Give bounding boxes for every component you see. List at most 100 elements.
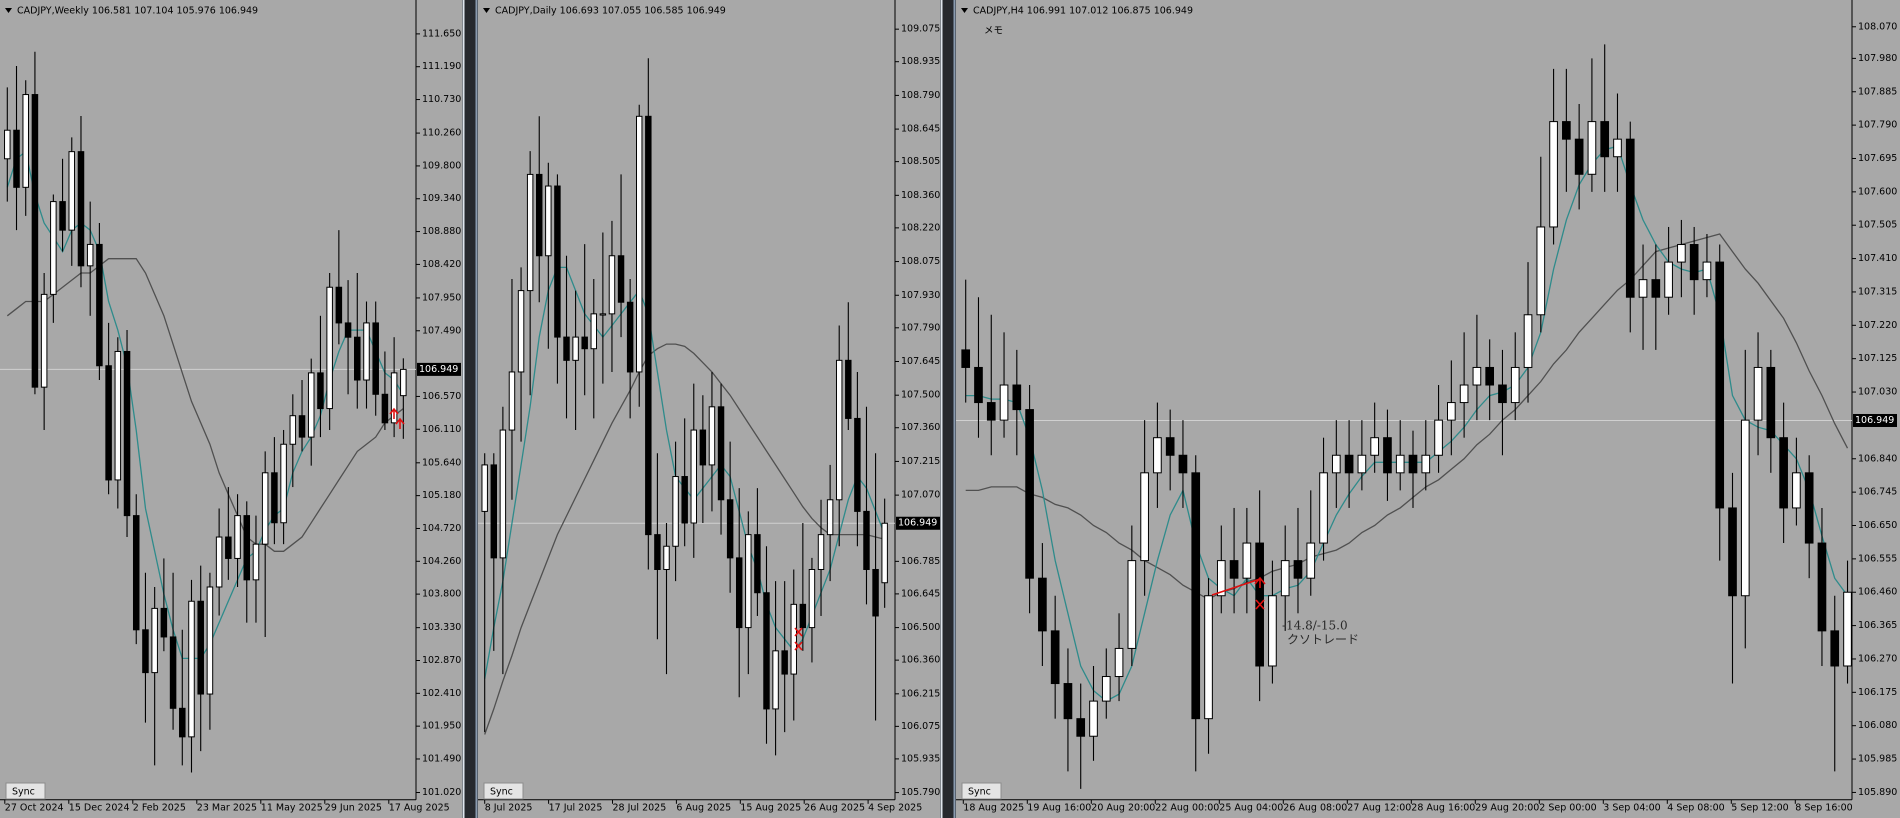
candle — [1127, 525, 1137, 666]
price-label: 110.260 — [422, 128, 461, 139]
price-label: 105.935 — [901, 753, 940, 764]
candle-body — [1280, 560, 1290, 597]
candle-body — [999, 384, 1009, 421]
candle-body — [1715, 261, 1725, 509]
candle — [1293, 507, 1303, 614]
price-label: 107.505 — [1858, 220, 1897, 231]
candle — [1779, 402, 1788, 544]
candle-body — [1536, 226, 1546, 316]
candle — [517, 267, 525, 442]
candle-body — [1664, 261, 1673, 298]
candle-body — [1306, 542, 1316, 579]
candle-body — [1357, 454, 1367, 474]
candle — [1728, 472, 1737, 684]
candle — [1216, 525, 1226, 614]
candle-body — [481, 464, 488, 512]
candle-body — [1153, 437, 1162, 474]
time-label: 28 Aug 16:00 — [1411, 802, 1475, 813]
price-label: 102.870 — [422, 655, 461, 666]
time-label: 23 Mar 2025 — [197, 802, 257, 813]
time-label: 26 Aug 08:00 — [1283, 802, 1347, 813]
candle-body — [1689, 244, 1699, 281]
candle — [974, 297, 983, 438]
candle — [572, 290, 579, 431]
sync-button[interactable]: Sync — [5, 782, 46, 800]
candle — [1012, 349, 1022, 456]
candle-body — [372, 322, 379, 395]
candle — [142, 572, 149, 723]
candle-body — [690, 429, 697, 524]
candle — [1101, 648, 1111, 719]
sync-button-label: Sync — [968, 787, 991, 798]
sync-button[interactable]: Sync — [961, 782, 1002, 800]
candle — [1689, 226, 1699, 315]
splitter[interactable] — [940, 0, 956, 818]
candle — [123, 330, 131, 538]
candle-body — [123, 350, 131, 517]
candle — [206, 572, 214, 730]
price-label: 106.460 — [1858, 587, 1897, 598]
price-label: 106.175 — [1858, 687, 1897, 698]
candle-body — [1101, 676, 1111, 702]
candle-body — [1459, 384, 1469, 404]
candle — [681, 418, 688, 547]
candle — [1038, 543, 1047, 666]
time-label: 29 Jun 2025 — [325, 802, 382, 813]
candle-body — [31, 94, 39, 388]
price-label: 106.270 — [1858, 653, 1897, 664]
time-label: 2 Feb 2025 — [133, 802, 186, 813]
candle-body — [1510, 366, 1520, 404]
price-label: 107.220 — [1858, 320, 1897, 331]
price-label: 107.500 — [901, 390, 940, 401]
candle — [772, 581, 779, 756]
candle-body — [197, 600, 204, 695]
plot-area — [0, 51, 416, 773]
candle-body — [1600, 121, 1610, 158]
candle-body — [1408, 454, 1418, 474]
candle-body — [114, 350, 122, 481]
sync-button-bg — [5, 782, 46, 800]
price-label: 107.695 — [1858, 153, 1897, 164]
time-label: 8 Jul 2025 — [485, 802, 533, 813]
price-label: 102.410 — [422, 688, 461, 699]
candle — [608, 220, 616, 372]
candle-body — [4, 129, 11, 160]
candle-body — [234, 515, 241, 559]
price-label: 108.220 — [901, 222, 940, 233]
candle-body — [1038, 577, 1047, 632]
candle — [132, 494, 140, 645]
price-label: 106.075 — [901, 721, 940, 732]
candle — [1549, 68, 1558, 245]
candle — [1472, 314, 1482, 421]
candle-body — [179, 707, 186, 738]
candle — [179, 629, 186, 766]
candle — [363, 301, 370, 409]
time-label: 27 Oct 2024 — [5, 802, 64, 813]
price-label: 108.070 — [1858, 21, 1897, 32]
candle — [1357, 420, 1367, 491]
time-label: 20 Aug 20:00 — [1091, 802, 1155, 813]
candle — [863, 406, 870, 605]
price-label: 107.360 — [901, 422, 940, 433]
candle-body — [169, 636, 177, 709]
candle-body — [1613, 138, 1622, 158]
candle — [40, 272, 48, 430]
candle — [68, 137, 76, 266]
current-price-label: 106.949 — [419, 364, 458, 375]
candle-body — [307, 372, 315, 438]
trade-markers — [389, 407, 1266, 651]
splitter[interactable] — [462, 0, 478, 818]
candle — [1677, 219, 1686, 298]
candle — [799, 523, 807, 651]
candle-body — [142, 629, 149, 674]
sync-button[interactable]: Sync — [483, 782, 524, 800]
candle — [1370, 402, 1379, 473]
candle-body — [499, 429, 507, 559]
price-label: 110.730 — [422, 94, 461, 105]
candle — [1638, 244, 1648, 350]
candle — [845, 302, 852, 431]
price-label: 106.840 — [1858, 453, 1897, 464]
candle — [808, 557, 816, 663]
candle — [986, 314, 996, 456]
candle-body — [1498, 384, 1507, 404]
